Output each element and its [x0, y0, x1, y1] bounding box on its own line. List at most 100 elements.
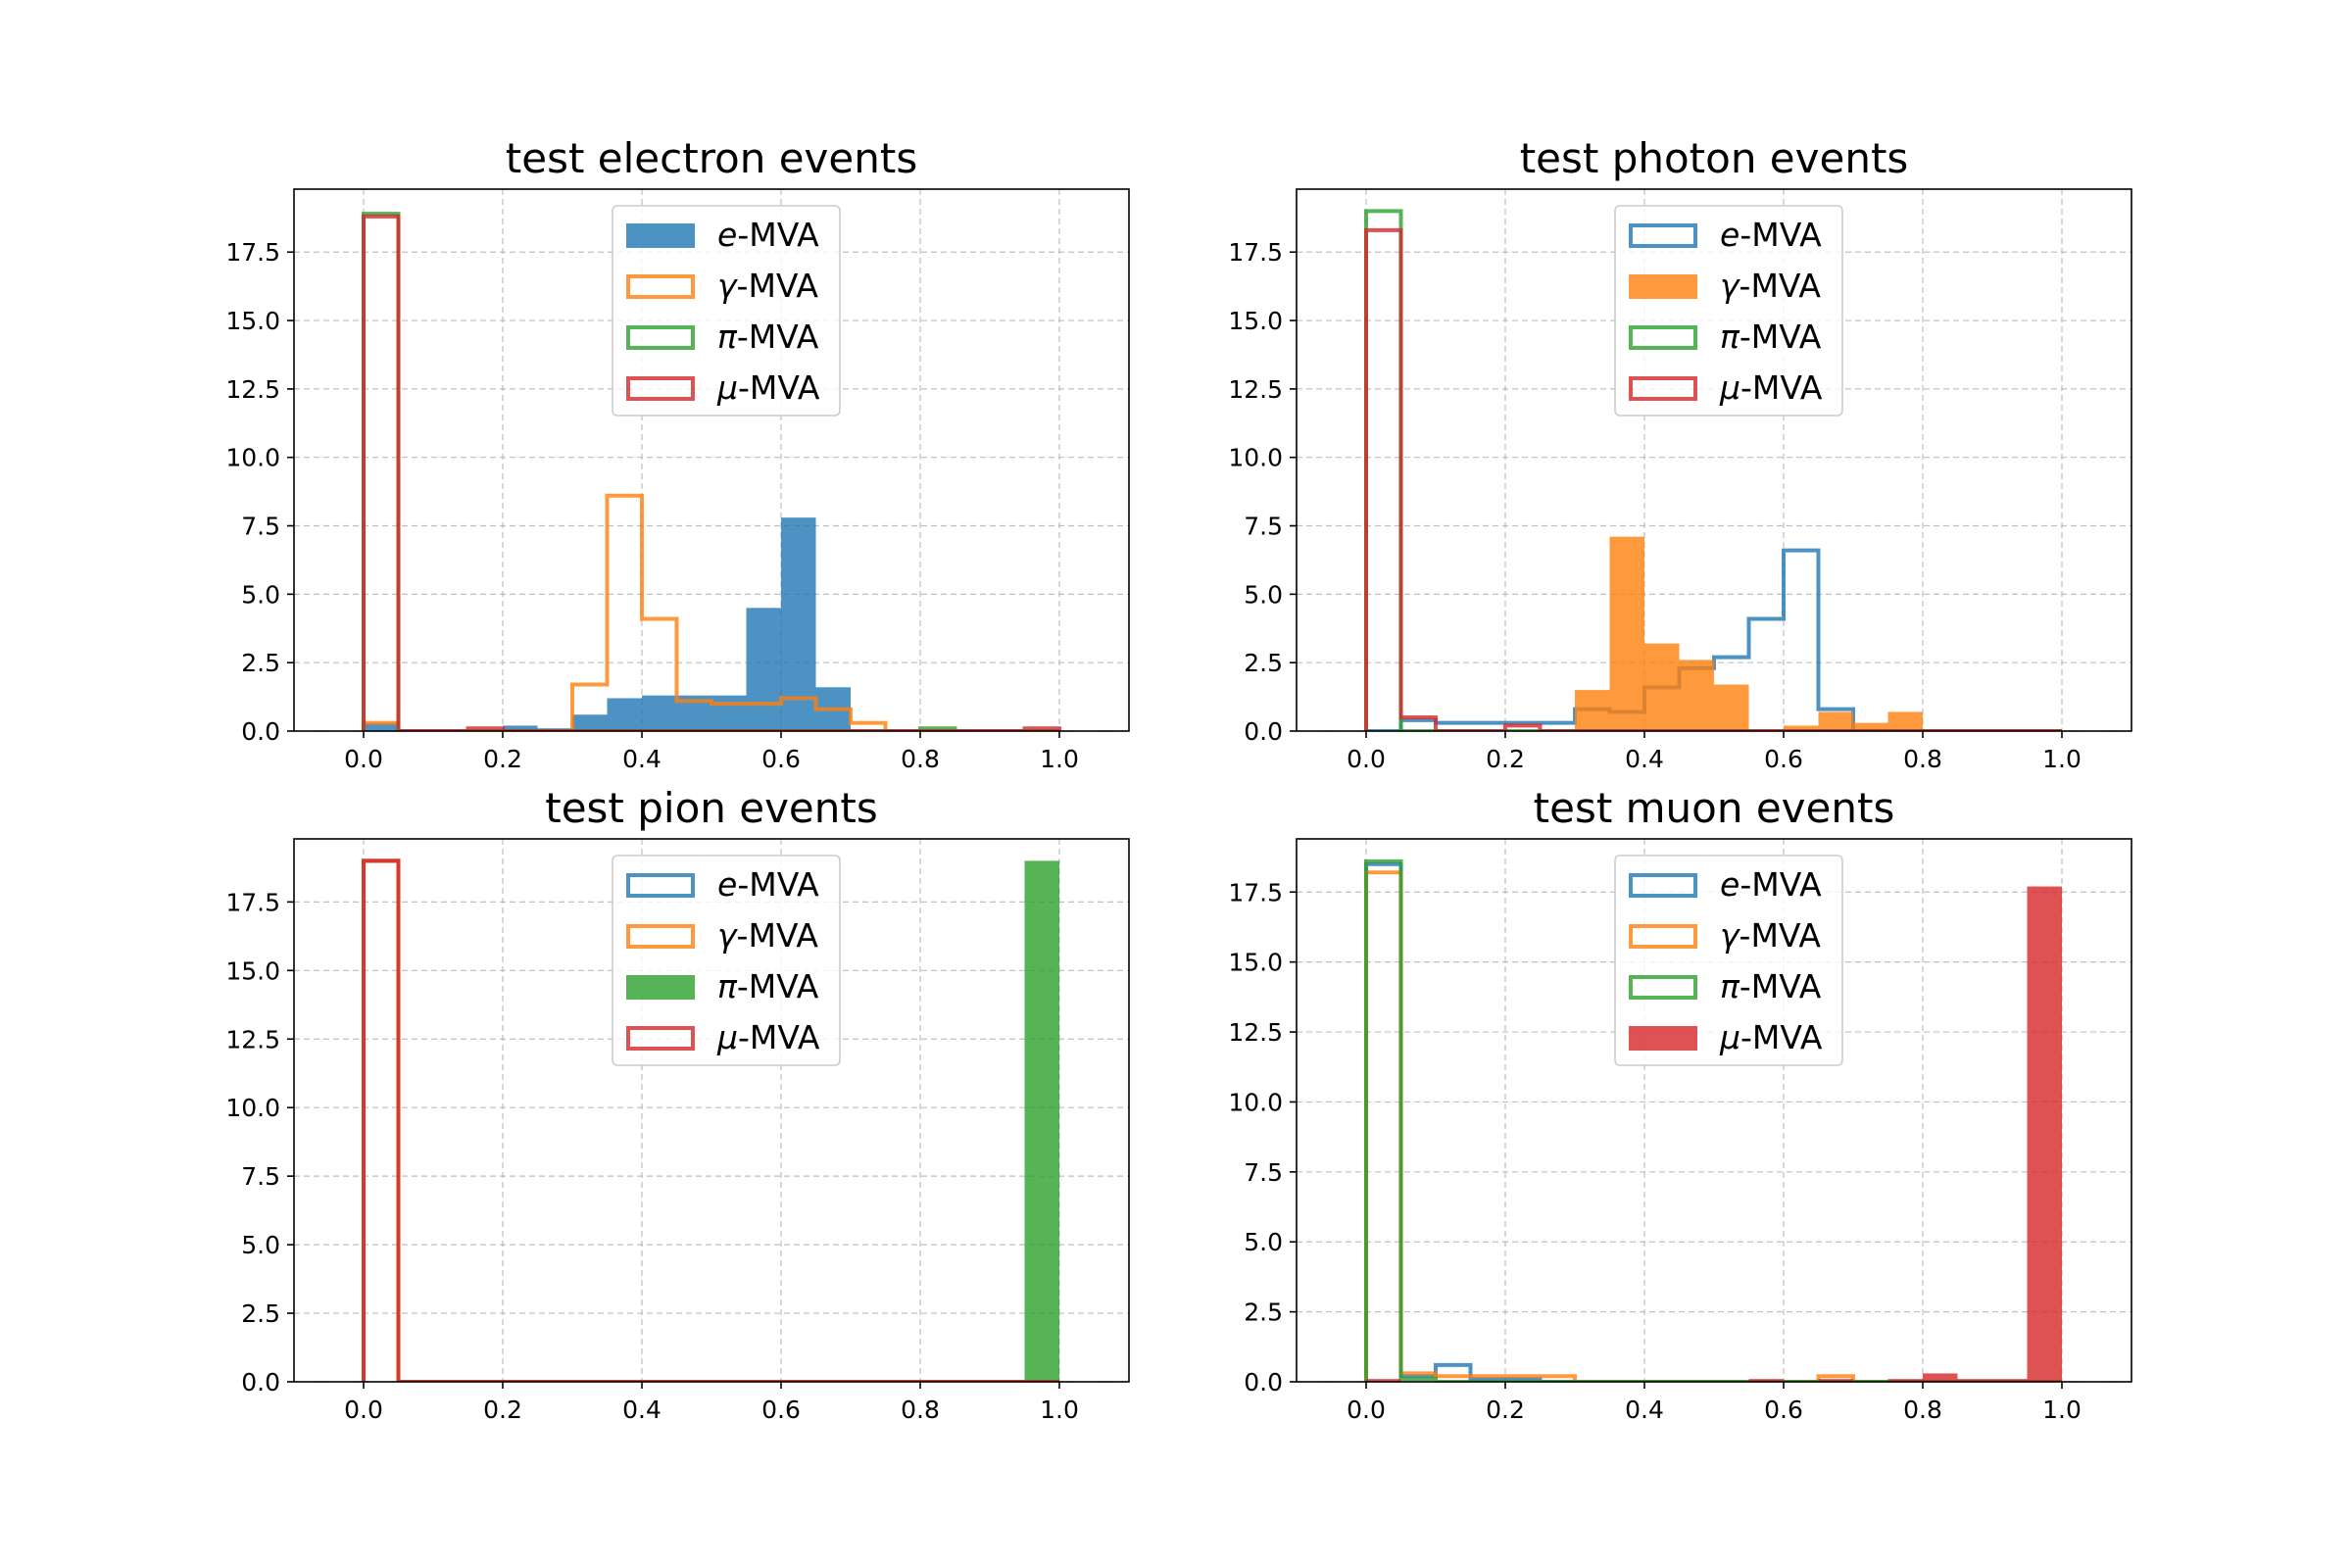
x-tick-label: 0.2	[483, 745, 522, 773]
legend-item-e-mva: e-MVA	[626, 865, 819, 904]
y-tick-label: 12.5	[225, 1025, 280, 1054]
legend-label: μ-MVA	[1719, 1018, 1823, 1056]
x-tick-label: 0.0	[344, 745, 383, 773]
legend-label: γ-MVA	[1720, 916, 1821, 955]
x-tick-label: 0.4	[622, 1396, 662, 1424]
legend-swatch	[626, 223, 695, 248]
y-tick-label: 15.0	[225, 307, 280, 335]
bar-mu-mva	[2027, 886, 2062, 1382]
y-tick-label: 12.5	[1228, 375, 1283, 404]
y-tick-label: 0.0	[241, 717, 280, 746]
legend-box	[1614, 855, 1843, 1066]
legend-label: e-MVA	[717, 865, 819, 904]
legend-label: π-MVA	[717, 967, 819, 1005]
legend: e-MVA γ-MVA π-MVA μ-MVA	[612, 855, 841, 1066]
x-tick-label: 0.6	[761, 1396, 801, 1424]
y-tick-label: 7.5	[241, 1162, 280, 1191]
y-tick-label: 15.0	[1228, 949, 1283, 977]
step-mu-mva	[1364, 227, 2062, 731]
bar-mu-mva	[1992, 1379, 2028, 1382]
bar-e-mva	[711, 695, 747, 731]
y-tick-label: 5.0	[1244, 1228, 1283, 1256]
bar-gamma-mva	[1784, 725, 1819, 731]
legend-label: γ-MVA	[1720, 267, 1821, 305]
y-tick-label: 10.0	[225, 444, 280, 472]
y-tick-label: 17.5	[225, 888, 280, 916]
legend-label: γ-MVA	[717, 267, 818, 305]
x-tick-label: 1.0	[1040, 1396, 1079, 1424]
x-tick-label: 1.0	[2042, 1396, 2082, 1424]
bar-e-mva	[503, 725, 538, 731]
chart-title: test muon events	[1534, 784, 1895, 832]
legend-swatch	[1629, 873, 1697, 898]
x-tick-label: 0.2	[1486, 1396, 1525, 1424]
legend-item-pi-mva: π-MVA	[1629, 967, 1822, 1005]
legend-label: π-MVA	[1720, 318, 1822, 356]
bar-pi-mva	[1024, 860, 1059, 1382]
legend-label: μ-MVA	[716, 368, 820, 407]
legend-item-mu-mva: μ-MVA	[626, 1018, 820, 1056]
legend-item-gamma-mva: γ-MVA	[1629, 267, 1821, 305]
y-tick-label: 5.0	[241, 1231, 280, 1259]
y-tick-label: 10.0	[1228, 1088, 1283, 1116]
x-tick-label: 0.8	[1903, 745, 1942, 773]
bar-mu-mva	[1366, 1379, 1401, 1382]
legend-item-pi-mva: π-MVA	[1629, 318, 1822, 356]
legend-item-mu-mva: μ-MVA	[626, 368, 820, 407]
legend-item-mu-mva: μ-MVA	[1629, 368, 1823, 407]
legend-item-e-mva: e-MVA	[1629, 865, 1822, 904]
x-tick-label: 0.0	[344, 1396, 383, 1424]
y-tick-label: 5.0	[241, 580, 280, 609]
y-tick-label: 5.0	[1244, 580, 1283, 609]
panel-test-pion-events: 0.0 0.2 0.4 0.6 0.8 1.0 0.0 2.5 5.0 7.5 10.0 12.5 15…	[225, 784, 1130, 1424]
y-tick-label: 2.5	[1244, 649, 1283, 677]
y-tick-label: 2.5	[1244, 1298, 1283, 1327]
legend-item-gamma-mva: γ-MVA	[626, 916, 818, 955]
legend-swatch	[1629, 1026, 1697, 1051]
legend-swatch	[1629, 274, 1697, 299]
bar-mu-mva	[1818, 1379, 1853, 1382]
x-tick-label: 0.8	[901, 745, 940, 773]
legend-label: e-MVA	[1720, 216, 1822, 254]
legend-swatch	[626, 1026, 695, 1051]
y-tick-label: 7.5	[1244, 1158, 1283, 1187]
legend-box	[612, 855, 841, 1066]
axes-frame	[1296, 188, 2132, 732]
legend-label: e-MVA	[717, 216, 819, 254]
bar-e-mva	[642, 695, 677, 731]
legend-item-pi-mva: π-MVA	[626, 967, 819, 1005]
legend-box	[612, 205, 841, 416]
legend-swatch	[626, 975, 695, 1000]
legend-swatch	[626, 924, 695, 949]
step-gamma-mva	[1364, 870, 2062, 1382]
legend-label: μ-MVA	[1719, 368, 1823, 407]
x-tick-label: 0.6	[1764, 1396, 1803, 1424]
y-tick-label: 15.0	[1228, 307, 1283, 335]
bar-e-mva	[746, 608, 781, 731]
bar-gamma-mva	[1853, 722, 1888, 731]
legend-box	[1614, 205, 1843, 416]
y-tick-label: 0.0	[241, 1368, 280, 1396]
legend-label: e-MVA	[1720, 865, 1822, 904]
y-tick-label: 12.5	[225, 375, 280, 404]
legend-item-e-mva: e-MVA	[626, 216, 819, 254]
legend-swatch	[626, 376, 695, 401]
panel-test-photon-events: 0.0 0.2 0.4 0.6 0.8 1.0 0.0 2.5 5.0 7.5 10.0 12.5 15…	[1228, 134, 2132, 773]
y-tick-label: 15.0	[225, 956, 280, 985]
legend-swatch	[626, 873, 695, 898]
axes-frame	[293, 188, 1130, 732]
axes-frame	[293, 838, 1130, 1383]
legend-item-mu-mva: μ-MVA	[1629, 1018, 1823, 1056]
axes-frame	[1296, 838, 2132, 1383]
x-tick-label: 0.2	[1486, 745, 1525, 773]
bar-mu-mva	[1748, 1379, 1784, 1382]
panel-test-muon-events: 0.0 0.2 0.4 0.6 0.8 1.0 0.0 2.5 5.0 7.5 10.0 12.5 15…	[1228, 784, 2132, 1424]
x-tick-label: 0.4	[1625, 1396, 1664, 1424]
x-tick-label: 0.6	[761, 745, 801, 773]
legend-swatch	[1629, 975, 1697, 1000]
legend: e-MVA γ-MVA π-MVA μ-MVA	[612, 205, 841, 416]
y-tick-label: 17.5	[225, 238, 280, 267]
legend-item-e-mva: e-MVA	[1629, 216, 1822, 254]
chart-title: test pion events	[545, 784, 878, 832]
